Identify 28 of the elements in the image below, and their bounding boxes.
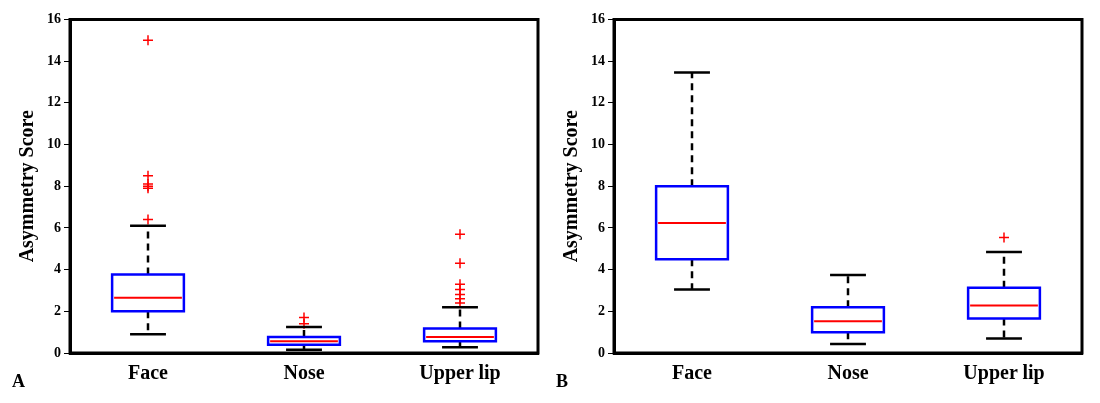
x-tick-label: Upper lip <box>419 361 501 385</box>
x-tick-label: Nose <box>283 361 325 384</box>
x-tick-label: Face <box>672 361 713 384</box>
y-tick-label: 14 <box>47 52 61 68</box>
y-tick-label: 2 <box>54 302 61 318</box>
y-axis-title: Asymmetry Score <box>559 109 583 263</box>
y-tick-label: 14 <box>591 52 605 68</box>
x-tick-label: Face <box>128 361 169 384</box>
text: B <box>556 370 569 391</box>
text: A <box>12 370 25 391</box>
y-tick-label: 6 <box>598 219 605 235</box>
y-tick-label: 8 <box>598 177 605 193</box>
y-tick-label: 4 <box>598 261 605 277</box>
y-axis-title: Asymmetry Score <box>15 109 39 263</box>
x-tick-label: Nose <box>827 361 869 384</box>
y-tick-label: 8 <box>54 177 61 193</box>
y-tick-label: 2 <box>598 302 605 318</box>
x-tick-label: Upper lip <box>963 361 1045 385</box>
y-tick-label: 16 <box>591 11 605 27</box>
y-tick-label: 12 <box>47 94 61 110</box>
y-tick-label: 0 <box>54 344 61 360</box>
y-tick-label: 16 <box>47 11 61 27</box>
y-tick-label: 10 <box>591 136 605 152</box>
y-tick-label: 4 <box>54 261 61 277</box>
y-tick-label: 10 <box>47 136 61 152</box>
y-tick-label: 0 <box>598 344 605 360</box>
y-tick-label: 6 <box>54 219 61 235</box>
y-tick-label: 12 <box>591 94 605 110</box>
